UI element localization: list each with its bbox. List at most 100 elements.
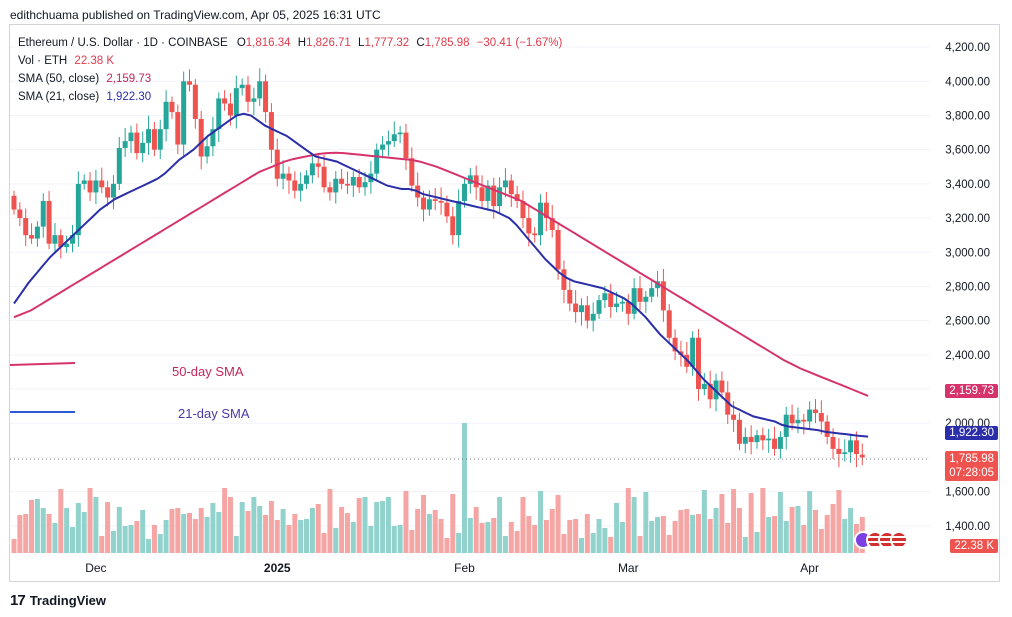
- volume-bar: [502, 536, 508, 553]
- volume-bar: [29, 500, 35, 553]
- volume-bar: [742, 537, 748, 553]
- candle-body: [233, 88, 239, 116]
- volume-bar: [52, 523, 58, 553]
- volume-bar: [75, 503, 81, 553]
- y-tick-label: 3,800.00: [945, 110, 990, 122]
- volume-bar: [649, 521, 655, 553]
- publisher-line: edithchuama published on TradingView.com…: [10, 8, 381, 22]
- candle-body: [719, 380, 725, 393]
- volume-bar: [198, 508, 204, 553]
- candle-body: [58, 235, 64, 248]
- x-tick-label: Apr: [800, 561, 819, 575]
- y-tick-label: 2,400.00: [945, 350, 990, 362]
- volume-bar: [116, 507, 122, 553]
- volume-bar: [403, 491, 409, 553]
- candle-body: [216, 98, 222, 130]
- volume-bar: [485, 522, 491, 553]
- candle-body: [754, 435, 760, 443]
- candle-body: [690, 337, 696, 367]
- volume-bar: [105, 502, 111, 553]
- volume-bar: [830, 504, 836, 553]
- candle-body: [327, 187, 333, 193]
- volume-bar: [181, 514, 187, 553]
- volume-bar: [795, 506, 801, 553]
- volume-bar: [99, 536, 105, 553]
- volume-bar: [532, 525, 538, 553]
- volume-bar: [421, 495, 427, 553]
- candle-body: [292, 180, 298, 191]
- volume-bar: [772, 516, 778, 553]
- candle-body: [649, 288, 655, 297]
- candle-body: [169, 101, 175, 113]
- volume-bar: [491, 518, 497, 553]
- volume-bar: [333, 528, 339, 553]
- candle-body: [110, 183, 116, 198]
- candle-body: [116, 147, 122, 184]
- volume-bar: [23, 514, 29, 553]
- volume-bar: [584, 514, 590, 553]
- candle-body: [748, 436, 754, 443]
- candle-body: [257, 81, 263, 99]
- candle-body: [766, 438, 772, 441]
- candle-body: [497, 187, 503, 207]
- candle-body: [99, 180, 105, 188]
- candle-body: [760, 435, 766, 441]
- candle-body: [567, 289, 573, 304]
- volume-bar: [719, 494, 725, 553]
- candle-body: [40, 200, 46, 227]
- candle-body: [461, 183, 467, 201]
- candle-body: [672, 337, 678, 352]
- candle-body: [181, 81, 187, 145]
- candle-body: [29, 235, 35, 239]
- candle-body: [315, 163, 321, 167]
- volume-price-tag: 22.38 K: [950, 539, 998, 553]
- us-flag-icon[interactable]: [890, 531, 908, 549]
- y-tick-label: 4,200.00: [945, 42, 990, 54]
- candle-body: [380, 144, 386, 150]
- sma50-price-tag: 2,159.73: [945, 384, 998, 398]
- volume-bar: [385, 497, 391, 553]
- volume-bar: [596, 519, 602, 553]
- candle-body: [11, 195, 17, 210]
- volume-bar: [818, 529, 824, 553]
- volume-bar: [257, 506, 263, 553]
- volume-bar: [146, 539, 152, 553]
- volume-bar: [456, 533, 462, 553]
- volume-bar: [187, 513, 193, 553]
- volume-bar: [350, 522, 356, 553]
- candle-body: [397, 132, 403, 135]
- volume-bar: [731, 489, 737, 553]
- volume-bar: [34, 499, 40, 553]
- volume-bar: [175, 508, 181, 553]
- volume-bar: [578, 538, 584, 553]
- volume-bar: [660, 516, 666, 553]
- candle-body: [280, 173, 286, 179]
- volume-bar: [426, 514, 432, 553]
- volume-bar: [40, 508, 46, 553]
- tradingview-brand[interactable]: 17 TradingView: [10, 592, 106, 609]
- candle-body: [385, 141, 391, 145]
- candle-body: [421, 197, 427, 210]
- x-tick-label: 2025: [264, 561, 291, 575]
- volume-bar: [286, 525, 292, 553]
- candle-body: [321, 166, 327, 188]
- event-flags[interactable]: [854, 531, 908, 549]
- volume-bar: [707, 519, 713, 553]
- x-tick-label: Dec: [85, 561, 106, 575]
- candle-body: [473, 175, 479, 188]
- volume-bar: [497, 497, 503, 553]
- candle-body: [438, 200, 444, 203]
- candle-body: [538, 202, 544, 236]
- candle-body: [479, 187, 485, 201]
- volume-bar: [280, 509, 286, 553]
- volume-bar: [666, 535, 672, 553]
- volume-bar: [684, 509, 690, 553]
- candle-body: [157, 129, 163, 150]
- candle-body: [391, 134, 397, 142]
- volume-bar: [807, 491, 813, 553]
- candle-body: [736, 419, 742, 444]
- candle-body: [362, 182, 368, 188]
- volume-bar: [614, 503, 620, 553]
- volume-bar: [216, 512, 222, 553]
